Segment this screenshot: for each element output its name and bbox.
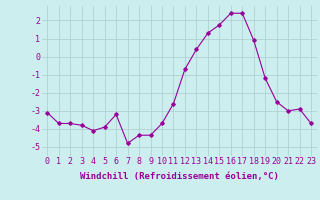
X-axis label: Windchill (Refroidissement éolien,°C): Windchill (Refroidissement éolien,°C) <box>80 172 279 181</box>
